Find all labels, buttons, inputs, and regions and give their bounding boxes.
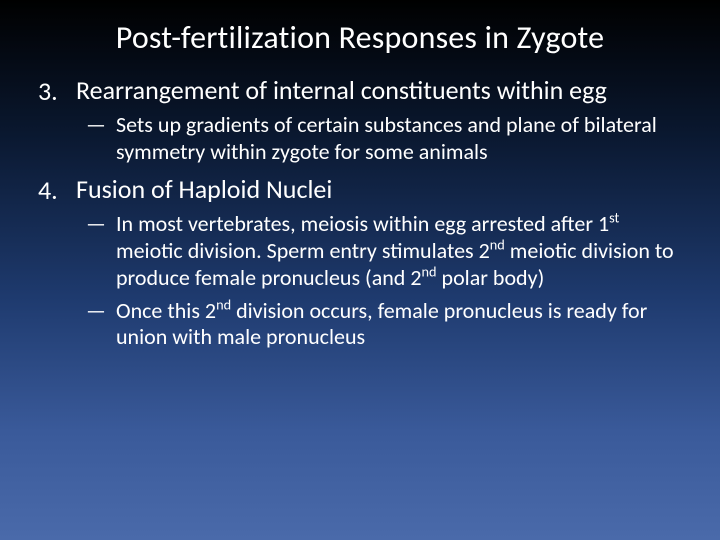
dash-icon: — (86, 298, 106, 325)
sub-item: — Once this 2nd division occurs, female … (86, 298, 682, 352)
list-item: 3. Rearrangement of internal constituent… (38, 75, 682, 166)
dash-icon: — (86, 112, 106, 139)
item-number: 3. (38, 75, 58, 107)
sub-item-text: In most vertebrates, meiosis within egg … (116, 210, 674, 291)
slide-title: Post-fertilization Responses in Zygote (38, 18, 682, 57)
sub-list: — In most vertebrates, meiosis within eg… (86, 211, 682, 351)
item-number: 4. (38, 174, 58, 206)
sub-item-text: Once this 2nd division occurs, female pr… (116, 297, 647, 351)
sub-item: — In most vertebrates, meiosis within eg… (86, 211, 682, 291)
sub-item-text: Sets up gradients of certain substances … (116, 111, 657, 165)
item-text: Rearrangement of internal constituents w… (76, 75, 682, 106)
item-text: Fusion of Haploid Nuclei (76, 174, 682, 205)
dash-icon: — (86, 211, 106, 238)
main-list: 3. Rearrangement of internal constituent… (38, 75, 682, 351)
list-item: 4. Fusion of Haploid Nuclei — In most ve… (38, 174, 682, 351)
sub-list: — Sets up gradients of certain substance… (86, 112, 682, 166)
sub-item: — Sets up gradients of certain substance… (86, 112, 682, 166)
